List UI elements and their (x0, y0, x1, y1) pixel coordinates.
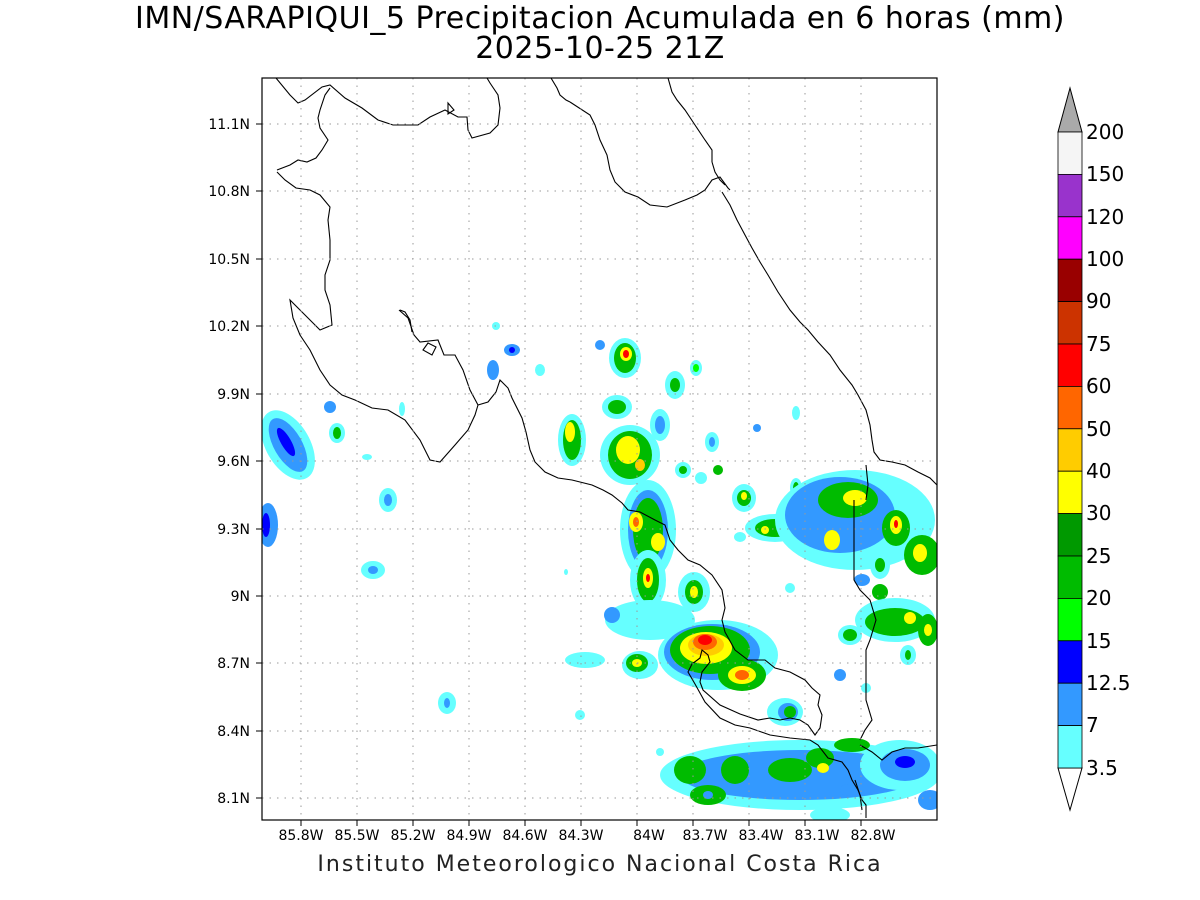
colorbar-label: 12.5 (1086, 671, 1131, 695)
lat-label: 10.8N (208, 184, 250, 200)
colorbar-swatch (1057, 258, 1083, 303)
lon-label: 84W (633, 828, 665, 844)
colorbar-swatch (1057, 682, 1083, 727)
map-title: IMN/SARAPIQUI_5 Precipitacion Acumulada … (135, 1, 1065, 36)
lon-labels: 85.8W 85.5W 85.2W 84.9W 84.6W 84.3W 84W … (278, 828, 895, 844)
colorbar-label: 40 (1086, 459, 1111, 483)
map-area (262, 78, 937, 820)
lon-label: 84.3W (558, 828, 603, 844)
colorbar-swatch (1057, 216, 1083, 260)
colorbar-label: 50 (1086, 417, 1111, 441)
colorbar-label: 60 (1086, 374, 1111, 398)
colorbar-label: 30 (1086, 501, 1111, 525)
colorbar: 200 150 120 100 90 75 60 50 40 30 25 20 … (1057, 86, 1131, 812)
colorbar-swatch (1057, 343, 1083, 387)
lon-label: 84.9W (446, 828, 491, 844)
lon-label: 85.5W (334, 828, 379, 844)
lon-label: 85.8W (278, 828, 323, 844)
lat-label: 8.4N (217, 724, 250, 740)
colorbar-swatch (1057, 598, 1083, 642)
lon-label: 85.2W (390, 828, 435, 844)
colorbar-swatch (1057, 385, 1083, 430)
colorbar-under-arrow (1057, 767, 1083, 812)
colorbar-label: 20 (1086, 586, 1111, 610)
lat-label: 8.1N (217, 791, 250, 807)
coastline (275, 78, 937, 818)
precip-field (262, 322, 937, 820)
lat-label: 9.3N (217, 522, 250, 538)
colorbar-label: 100 (1086, 247, 1124, 271)
colorbar-swatch (1057, 725, 1083, 769)
colorbar-label: 7 (1086, 713, 1099, 737)
colorbar-swatch (1057, 555, 1083, 599)
colorbar-label: 3.5 (1086, 756, 1118, 780)
lon-label: 83.7W (682, 828, 727, 844)
lat-label: 8.7N (217, 656, 250, 672)
colorbar-label: 150 (1086, 162, 1124, 186)
colorbar-swatch (1057, 173, 1083, 218)
lat-label: 10.5N (208, 252, 250, 268)
lon-label: 83.4W (738, 828, 783, 844)
lat-label: 9N (231, 589, 250, 605)
lat-labels: 11.1N 10.8N 10.5N 10.2N 9.9N 9.6N 9.3N 9… (208, 117, 250, 807)
lon-label: 83.1W (794, 828, 839, 844)
colorbar-swatch (1057, 131, 1083, 175)
colorbar-label: 120 (1086, 205, 1124, 229)
colorbar-over-arrow (1057, 86, 1083, 133)
lat-label: 11.1N (208, 117, 250, 133)
colorbar-swatch (1057, 470, 1083, 515)
colorbar-label: 90 (1086, 289, 1111, 313)
lat-label: 10.2N (208, 319, 250, 335)
lat-label: 9.6N (217, 454, 250, 470)
lon-label: 82.8W (850, 828, 895, 844)
lat-label: 9.9N (217, 387, 250, 403)
map-datetime: 2025-10-25 21Z (475, 31, 725, 66)
colorbar-swatch (1057, 301, 1083, 345)
colorbar-label: 75 (1086, 332, 1111, 356)
colorbar-label: 15 (1086, 629, 1111, 653)
colorbar-swatch (1057, 428, 1083, 472)
colorbar-label: 25 (1086, 544, 1111, 568)
footer-credit: Instituto Meteorologico Nacional Costa R… (317, 852, 883, 877)
colorbar-swatch (1057, 513, 1083, 557)
lon-label: 84.6W (502, 828, 547, 844)
axis-ticks (256, 123, 862, 826)
colorbar-label: 200 (1086, 120, 1124, 144)
colorbar-swatch (1057, 640, 1083, 684)
map-frame (261, 77, 938, 821)
grid-lines (262, 78, 937, 820)
